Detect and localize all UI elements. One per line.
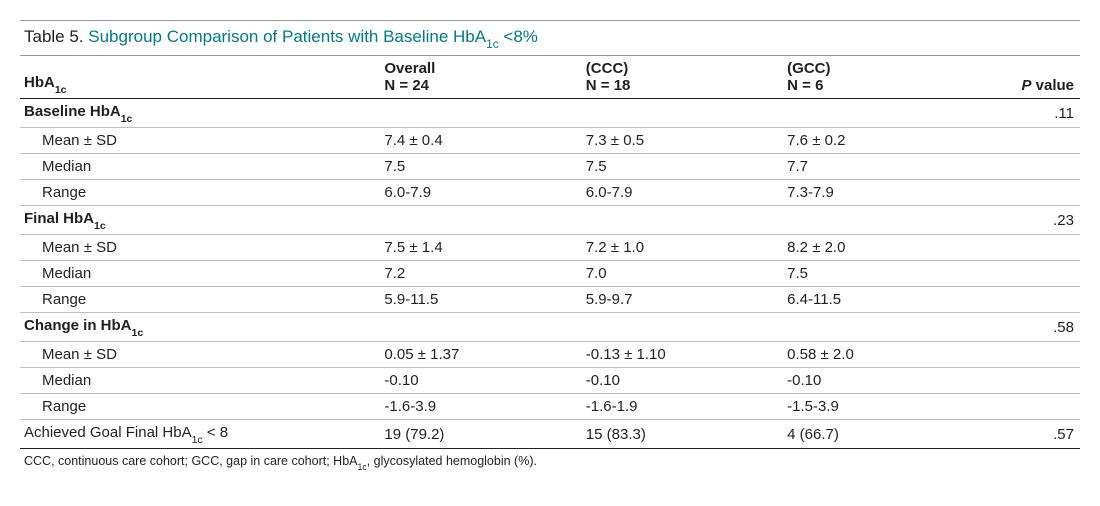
header-ccc: (CCC)N = 18 — [582, 56, 783, 99]
goal-p: .57 — [974, 420, 1080, 449]
cell-overall: 7.4 ± 0.4 — [380, 128, 581, 154]
header-row: HbA1c OverallN = 24 (CCC)N = 18 (GCC)N =… — [20, 56, 1080, 99]
table-row: Mean ± SD0.05 ± 1.37-0.13 ± 1.100.58 ± 2… — [20, 342, 1080, 368]
goal-gcc: 4 (66.7) — [783, 420, 974, 449]
cell-p — [974, 154, 1080, 180]
cell-overall: 0.05 ± 1.37 — [380, 342, 581, 368]
cell-gcc: 7.3-7.9 — [783, 180, 974, 206]
goal-overall: 19 (79.2) — [380, 420, 581, 449]
row-label: Mean ± SD — [20, 128, 380, 154]
cell-gcc: -0.10 — [783, 368, 974, 394]
goal-row: Achieved Goal Final HbA1c < 8 19 (79.2) … — [20, 420, 1080, 449]
title-main: Subgroup Comparison of Patients with Bas… — [88, 27, 538, 46]
cell-ccc: -0.10 — [582, 368, 783, 394]
row-label: Range — [20, 394, 380, 420]
cell-p — [974, 128, 1080, 154]
cell-gcc: 7.7 — [783, 154, 974, 180]
cell-gcc: 7.6 ± 0.2 — [783, 128, 974, 154]
cell-gcc: 7.5 — [783, 261, 974, 287]
data-table: HbA1c OverallN = 24 (CCC)N = 18 (GCC)N =… — [20, 56, 1080, 449]
cell-ccc: -1.6-1.9 — [582, 394, 783, 420]
row-label: Median — [20, 368, 380, 394]
cell-ccc: 6.0-7.9 — [582, 180, 783, 206]
section-label: Final HbA1c — [20, 206, 380, 235]
table-row: Mean ± SD7.5 ± 1.47.2 ± 1.08.2 ± 2.0 — [20, 235, 1080, 261]
cell-gcc: -1.5-3.9 — [783, 394, 974, 420]
table-row: Mean ± SD7.4 ± 0.47.3 ± 0.57.6 ± 0.2 — [20, 128, 1080, 154]
cell-gcc: 8.2 ± 2.0 — [783, 235, 974, 261]
cell-p — [974, 368, 1080, 394]
cell-overall: -1.6-3.9 — [380, 394, 581, 420]
table-row: Range5.9-11.55.9-9.76.4-11.5 — [20, 287, 1080, 313]
row-label: Mean ± SD — [20, 235, 380, 261]
cell-p — [974, 287, 1080, 313]
row-label: Median — [20, 261, 380, 287]
section-p: .11 — [974, 99, 1080, 128]
cell-p — [974, 235, 1080, 261]
cell-overall: 7.5 — [380, 154, 581, 180]
goal-ccc: 15 (83.3) — [582, 420, 783, 449]
header-rowlabel: HbA1c — [20, 56, 380, 99]
cell-overall: 7.5 ± 1.4 — [380, 235, 581, 261]
section-label: Baseline HbA1c — [20, 99, 380, 128]
header-gcc: (GCC)N = 6 — [783, 56, 974, 99]
table-row: Median7.27.07.5 — [20, 261, 1080, 287]
cell-p — [974, 342, 1080, 368]
cell-ccc: 7.0 — [582, 261, 783, 287]
table-row: Range-1.6-3.9-1.6-1.9-1.5-3.9 — [20, 394, 1080, 420]
cell-ccc: 5.9-9.7 — [582, 287, 783, 313]
table-row: Median-0.10-0.10-0.10 — [20, 368, 1080, 394]
cell-overall: 6.0-7.9 — [380, 180, 581, 206]
cell-ccc: -0.13 ± 1.10 — [582, 342, 783, 368]
title-prefix: Table 5. — [24, 27, 88, 46]
header-pvalue: P value — [974, 56, 1080, 99]
cell-ccc: 7.3 ± 0.5 — [582, 128, 783, 154]
table-footnote: CCC, continuous care cohort; GCC, gap in… — [20, 449, 1080, 471]
cell-overall: 7.2 — [380, 261, 581, 287]
row-label: Median — [20, 154, 380, 180]
cell-p — [974, 180, 1080, 206]
row-label: Mean ± SD — [20, 342, 380, 368]
section-header: Baseline HbA1c .11 — [20, 99, 1080, 128]
table-row: Range6.0-7.96.0-7.97.3-7.9 — [20, 180, 1080, 206]
row-label: Range — [20, 287, 380, 313]
cell-gcc: 6.4-11.5 — [783, 287, 974, 313]
header-overall: OverallN = 24 — [380, 56, 581, 99]
row-label: Range — [20, 180, 380, 206]
table-row: Median7.57.57.7 — [20, 154, 1080, 180]
section-p: .58 — [974, 313, 1080, 342]
cell-overall: -0.10 — [380, 368, 581, 394]
cell-p — [974, 261, 1080, 287]
section-p: .23 — [974, 206, 1080, 235]
section-label: Change in HbA1c — [20, 313, 380, 342]
cell-ccc: 7.2 ± 1.0 — [582, 235, 783, 261]
cell-ccc: 7.5 — [582, 154, 783, 180]
section-header: Change in HbA1c .58 — [20, 313, 1080, 342]
cell-p — [974, 394, 1080, 420]
cell-overall: 5.9-11.5 — [380, 287, 581, 313]
goal-label: Achieved Goal Final HbA1c < 8 — [20, 420, 380, 449]
table-title: Table 5. Subgroup Comparison of Patients… — [20, 21, 1080, 56]
table-5: Table 5. Subgroup Comparison of Patients… — [20, 20, 1080, 471]
section-header: Final HbA1c .23 — [20, 206, 1080, 235]
cell-gcc: 0.58 ± 2.0 — [783, 342, 974, 368]
